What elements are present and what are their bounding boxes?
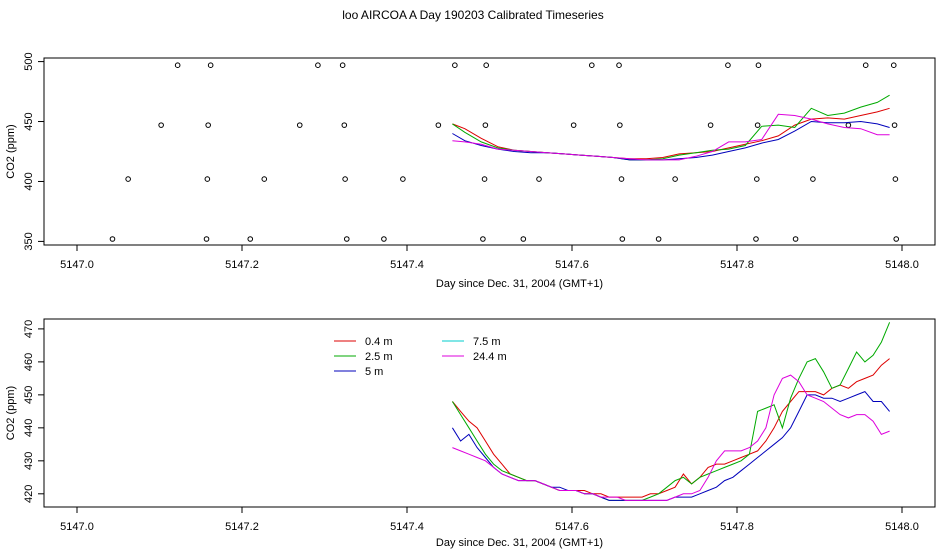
y-axis-label: CO2 (ppm) xyxy=(5,386,17,440)
data-point xyxy=(480,236,486,242)
data-point xyxy=(481,176,488,182)
figure-title: loo AIRCOA A Day 190203 Calibrated Times… xyxy=(342,8,603,22)
data-point xyxy=(109,236,116,242)
data-point xyxy=(400,176,406,182)
data-point xyxy=(207,62,214,68)
data-point xyxy=(536,176,542,182)
data-point xyxy=(655,236,662,242)
data-point xyxy=(891,122,898,128)
data-point xyxy=(205,122,211,128)
data-point xyxy=(589,62,595,68)
data-point xyxy=(435,122,442,128)
series-line xyxy=(452,113,890,161)
data-point xyxy=(792,236,799,242)
data-point xyxy=(892,176,899,182)
x-tick-label: 5147.2 xyxy=(225,521,259,533)
y-tick-label: 450 xyxy=(23,112,35,130)
data-point xyxy=(618,176,625,182)
data-point xyxy=(452,62,458,68)
data-point xyxy=(617,122,623,128)
x-tick-label: 5147.6 xyxy=(555,521,589,533)
legend-entry: 0.4 m xyxy=(365,336,393,348)
x-tick-label: 5147.4 xyxy=(390,259,424,271)
data-point xyxy=(753,236,759,242)
data-point xyxy=(343,236,350,242)
data-point xyxy=(203,236,210,242)
data-point xyxy=(672,176,678,182)
y-tick-label: 420 xyxy=(23,485,35,503)
data-point xyxy=(845,122,852,128)
legend-entry: 5 m xyxy=(365,366,383,378)
data-point xyxy=(482,122,489,128)
y-tick-label: 430 xyxy=(23,452,35,470)
data-point xyxy=(483,62,490,68)
data-point xyxy=(204,176,211,182)
series-line xyxy=(452,358,890,498)
series-line xyxy=(452,120,890,161)
legend-entry: 7.5 m xyxy=(473,336,501,348)
data-point xyxy=(296,122,303,128)
data-point xyxy=(520,236,527,242)
y-tick-label: 450 xyxy=(23,386,35,404)
x-tick-label: 5147.0 xyxy=(60,259,94,271)
x-tick-label: 5147.4 xyxy=(390,521,424,533)
data-point xyxy=(570,122,577,128)
data-point xyxy=(893,236,900,242)
data-point xyxy=(725,62,731,68)
y-tick-label: 440 xyxy=(23,419,35,437)
data-point xyxy=(125,176,131,182)
x-axis-label: Day since Dec. 31, 2004 (GMT+1) xyxy=(436,278,603,290)
data-point xyxy=(341,122,348,128)
bottom-panel-lines: 5147.0 5147.2 5147.4 5147.6 5147.8 5148.0 420 4… xyxy=(5,318,936,549)
data-point xyxy=(339,62,346,68)
series-line xyxy=(452,374,890,501)
data-point xyxy=(755,62,762,68)
x-axis-label: Day since Dec. 31, 2004 (GMT+1) xyxy=(436,537,603,549)
data-point xyxy=(381,236,387,242)
plot-frame xyxy=(43,318,936,508)
data-point xyxy=(174,62,181,68)
data-point xyxy=(158,122,164,128)
x-tick-label: 5148.0 xyxy=(885,259,919,271)
plot-frame xyxy=(43,57,936,246)
data-point xyxy=(862,62,869,68)
series-line xyxy=(452,107,890,160)
data-point xyxy=(342,176,348,182)
x-tick-label: 5147.2 xyxy=(225,259,259,271)
data-point xyxy=(619,236,626,242)
legend-entry: 2.5 m xyxy=(365,351,393,363)
x-tick-label: 5147.8 xyxy=(720,259,754,271)
data-point xyxy=(707,122,714,128)
legend-entry: 24.4 m xyxy=(473,351,507,363)
data-point xyxy=(754,122,761,128)
data-point xyxy=(315,62,321,68)
data-point xyxy=(247,236,254,242)
y-tick-label: 500 xyxy=(23,52,35,70)
y-tick-label: 350 xyxy=(23,232,35,250)
y-tick-label: 460 xyxy=(23,353,35,371)
top-panel-scatter-and-lines: 5147.0 5147.2 5147.4 5147.6 5147.8 5148.0 350 4… xyxy=(5,52,936,290)
data-point xyxy=(890,62,897,68)
x-tick-label: 5148.0 xyxy=(885,521,919,533)
data-point xyxy=(810,176,816,182)
x-tick-label: 5147.8 xyxy=(720,521,754,533)
data-point xyxy=(616,62,622,68)
data-point xyxy=(261,176,268,182)
series-line xyxy=(451,322,891,501)
x-tick-label: 5147.6 xyxy=(555,259,589,271)
data-point xyxy=(754,176,760,182)
y-tick-label: 470 xyxy=(23,320,35,338)
y-axis-label: CO2 (ppm) xyxy=(5,124,17,178)
y-tick-label: 400 xyxy=(23,172,35,190)
x-tick-label: 5147.0 xyxy=(60,521,94,533)
